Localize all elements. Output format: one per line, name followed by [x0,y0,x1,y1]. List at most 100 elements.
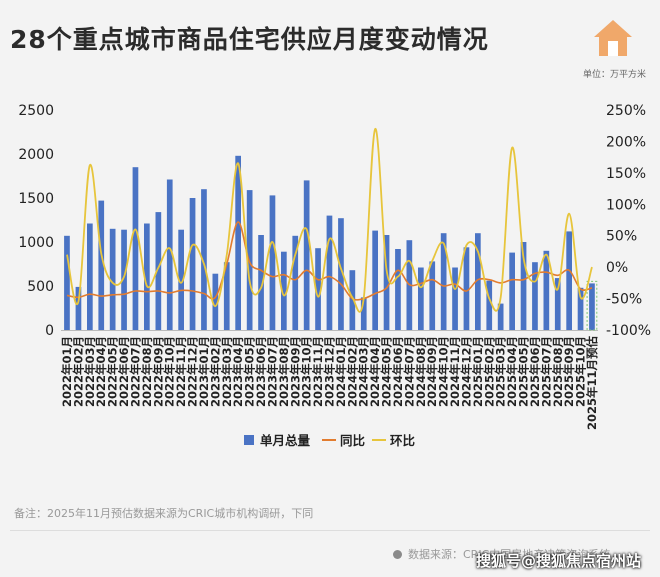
y-right-tick-label: 0% [606,260,628,276]
bar [326,215,333,330]
x-tick-label: 2024年01月 [334,336,348,407]
bar [543,250,550,330]
y-right-tick-label: 50% [606,229,637,245]
bar [155,212,162,330]
chart: 0 500 1000 1500 2000 2500 -100% -50% 0% 50% 100% 15… [18,103,651,448]
chart-title: 28个重点城市商品住宅供应月度变动情况 [10,25,489,54]
bar [589,283,595,330]
bar [166,179,173,330]
x-tick-label: 2024年09月 [425,336,439,407]
bar [87,223,93,330]
y-left-tick-label: 500 [27,279,54,295]
bar [201,189,207,330]
x-tick-label: 2025年11月预估 [585,336,599,431]
bar [258,235,264,330]
x-tick-label: 2025年08月 [551,336,565,407]
y-right-tick-label: -100% [606,323,651,339]
x-tick-label: 2025年06月 [528,336,542,407]
x-tick-label: 2022年07月 [128,336,142,407]
x-tick-label: 2024年12月 [459,336,473,407]
x-tick-label: 2022年08月 [140,336,154,407]
bar [223,262,230,330]
x-tick-label: 2025年04月 [505,336,519,407]
y-right-tick-label: 100% [606,197,646,213]
bar [452,267,458,330]
x-tick-label: 2025年03月 [494,336,508,407]
series-line-yoy [66,221,593,301]
x-tick-label: 2022年09月 [151,336,165,407]
series-line-mom [66,127,593,313]
x-tick-label: 2022年06月 [117,336,131,407]
bar [520,242,527,330]
bar [315,248,321,330]
y-left-tick-label: 0 [45,323,54,339]
bar [486,280,493,330]
x-tick-label: 2024年08月 [414,336,428,407]
x-tick-label: 2025年01月 [471,336,485,407]
x-tick-label: 2022年01月 [60,336,74,407]
unit-label: 单位：万平方米 [583,70,647,80]
x-tick-label: 2023年06月 [254,336,268,407]
x-tick-label: 2024年02月 [345,336,359,407]
y-right-tick-label: 200% [606,134,646,150]
y-left-tick-label: 2500 [18,103,54,119]
x-tick-label: 2025年02月 [482,336,496,407]
data-source-text: 数据来源：CRIC中国房地产决策咨询系统 [408,548,611,561]
bar [189,198,196,330]
x-tick-label: 2022年04月 [94,336,108,407]
x-tick-label: 2023年04月 [231,336,245,407]
bar [383,235,390,330]
y-left-tick-label: 1500 [18,191,54,207]
bar [349,270,356,330]
bar [577,287,584,330]
x-tick-label: 2023年07月 [265,336,279,407]
x-tick-label: 2025年10月 [574,336,588,407]
bar [235,155,241,330]
bar [429,261,436,330]
bar [566,231,572,330]
x-tick-label: 2024年04月 [368,336,382,407]
x-tick-label: 2024年10月 [437,336,451,407]
x-tick-label: 2022年03月 [83,336,97,407]
x-tick-label: 2023年09月 [288,336,302,407]
bar [372,230,378,330]
x-tick-label: 2023年11月 [311,336,325,407]
x-tick-label: 2022年10月 [163,336,177,407]
y-right-tick-label: 150% [606,166,646,182]
bar [98,200,105,330]
bar [109,228,116,330]
bar [269,195,276,330]
x-tick-label: 2023年12月 [323,336,337,407]
bar [360,297,367,330]
legend-label: 单月总量 [260,433,311,448]
x-tick-label: 2024年05月 [380,336,394,407]
legend-swatch-bar [244,435,254,445]
bar [178,229,184,330]
bar [418,267,424,330]
bar [395,249,401,330]
watermark: 搜狐号@搜狐焦点宿州站 [476,552,642,570]
source-dot-icon [393,550,402,559]
x-tick-label: 2025年09月 [562,336,576,407]
bar [64,235,70,330]
x-tick-label: 2024年03月 [357,336,371,407]
x-tick-label: 2025年07月 [539,336,553,407]
x-tick-label: 2022年02月 [71,336,85,407]
x-tick-label: 2024年11月 [448,336,462,407]
x-tick-label: 2023年05月 [243,336,257,407]
bar [554,278,561,330]
bar [121,229,127,330]
bar [440,233,447,330]
bar [338,218,344,330]
x-tick-label: 2022年05月 [106,336,120,407]
data-source: 数据来源：CRIC中国房地产决策咨询系统 [393,546,610,562]
legend-label: 环比 [390,433,416,448]
divider [10,530,650,531]
bar [75,286,82,330]
bar [509,252,515,330]
bar [497,303,504,330]
x-tick-label: 2023年10月 [300,336,314,407]
x-tick-label: 2025年05月 [517,336,531,407]
x-tick-label: 2023年03月 [220,336,234,407]
y-left-tick-label: 1000 [18,235,54,251]
